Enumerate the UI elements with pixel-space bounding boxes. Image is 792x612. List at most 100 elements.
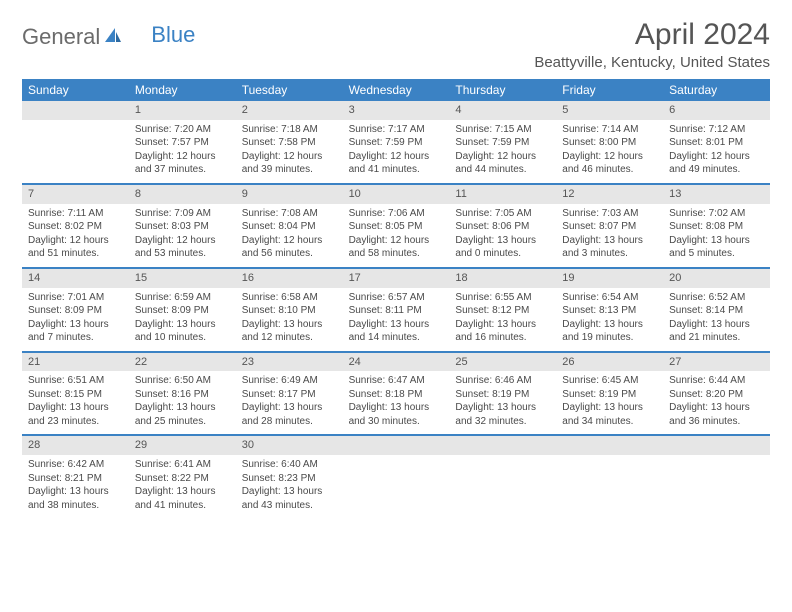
day-number: 19: [556, 269, 663, 288]
day-number: [556, 436, 663, 455]
day-number: 27: [663, 353, 770, 372]
daylight-text: Daylight: 12 hours and 41 minutes.: [349, 150, 444, 177]
cell-body: Sunrise: 7:18 AMSunset: 7:58 PMDaylight:…: [236, 120, 343, 183]
day-number: 18: [449, 269, 556, 288]
cell-body: Sunrise: 6:55 AMSunset: 8:12 PMDaylight:…: [449, 288, 556, 351]
calendar-cell: 12Sunrise: 7:03 AMSunset: 8:07 PMDayligh…: [556, 185, 663, 267]
cell-body: Sunrise: 6:54 AMSunset: 8:13 PMDaylight:…: [556, 288, 663, 351]
sunset-text: Sunset: 8:09 PM: [135, 304, 230, 318]
sunrise-text: Sunrise: 7:17 AM: [349, 123, 444, 137]
day-number: 22: [129, 353, 236, 372]
day-number: 17: [343, 269, 450, 288]
daylight-text: Daylight: 13 hours and 7 minutes.: [28, 318, 123, 345]
cell-body: Sunrise: 7:15 AMSunset: 7:59 PMDaylight:…: [449, 120, 556, 183]
sunrise-text: Sunrise: 7:09 AM: [135, 207, 230, 221]
cell-body: Sunrise: 7:06 AMSunset: 8:05 PMDaylight:…: [343, 204, 450, 267]
day-number: 7: [22, 185, 129, 204]
calendar-cell: [556, 436, 663, 518]
daylight-text: Daylight: 12 hours and 58 minutes.: [349, 234, 444, 261]
cell-body: Sunrise: 6:45 AMSunset: 8:19 PMDaylight:…: [556, 371, 663, 434]
sunrise-text: Sunrise: 7:01 AM: [28, 291, 123, 305]
cell-body: Sunrise: 7:17 AMSunset: 7:59 PMDaylight:…: [343, 120, 450, 183]
week-row: 14Sunrise: 7:01 AMSunset: 8:09 PMDayligh…: [22, 269, 770, 353]
sunset-text: Sunset: 7:59 PM: [455, 136, 550, 150]
cell-body: Sunrise: 6:41 AMSunset: 8:22 PMDaylight:…: [129, 455, 236, 518]
cell-body: Sunrise: 6:51 AMSunset: 8:15 PMDaylight:…: [22, 371, 129, 434]
day-number: 29: [129, 436, 236, 455]
day-number: 11: [449, 185, 556, 204]
sunset-text: Sunset: 8:19 PM: [562, 388, 657, 402]
daylight-text: Daylight: 13 hours and 16 minutes.: [455, 318, 550, 345]
cell-body: Sunrise: 6:44 AMSunset: 8:20 PMDaylight:…: [663, 371, 770, 434]
day-number: 23: [236, 353, 343, 372]
daylight-text: Daylight: 13 hours and 43 minutes.: [242, 485, 337, 512]
day-number: 12: [556, 185, 663, 204]
daylight-text: Daylight: 13 hours and 34 minutes.: [562, 401, 657, 428]
daylight-text: Daylight: 12 hours and 53 minutes.: [135, 234, 230, 261]
calendar-cell: 19Sunrise: 6:54 AMSunset: 8:13 PMDayligh…: [556, 269, 663, 351]
day-number: 6: [663, 101, 770, 120]
day-number: 4: [449, 101, 556, 120]
day-header: Saturday: [663, 79, 770, 101]
calendar-cell: 16Sunrise: 6:58 AMSunset: 8:10 PMDayligh…: [236, 269, 343, 351]
calendar-cell: 27Sunrise: 6:44 AMSunset: 8:20 PMDayligh…: [663, 353, 770, 435]
sunrise-text: Sunrise: 6:45 AM: [562, 374, 657, 388]
sunset-text: Sunset: 8:19 PM: [455, 388, 550, 402]
daylight-text: Daylight: 12 hours and 49 minutes.: [669, 150, 764, 177]
cell-body: Sunrise: 7:01 AMSunset: 8:09 PMDaylight:…: [22, 288, 129, 351]
day-number: 26: [556, 353, 663, 372]
sunrise-text: Sunrise: 7:14 AM: [562, 123, 657, 137]
cell-body: Sunrise: 6:49 AMSunset: 8:17 PMDaylight:…: [236, 371, 343, 434]
calendar-cell: 4Sunrise: 7:15 AMSunset: 7:59 PMDaylight…: [449, 101, 556, 183]
sunrise-text: Sunrise: 7:11 AM: [28, 207, 123, 221]
sunset-text: Sunset: 8:04 PM: [242, 220, 337, 234]
calendar-cell: 15Sunrise: 6:59 AMSunset: 8:09 PMDayligh…: [129, 269, 236, 351]
day-number: 25: [449, 353, 556, 372]
calendar-cell: [663, 436, 770, 518]
sunset-text: Sunset: 8:01 PM: [669, 136, 764, 150]
sunrise-text: Sunrise: 6:50 AM: [135, 374, 230, 388]
page-header: General Blue April 2024 Beattyville, Ken…: [22, 18, 770, 71]
sunrise-text: Sunrise: 7:03 AM: [562, 207, 657, 221]
sunrise-text: Sunrise: 6:52 AM: [669, 291, 764, 305]
calendar-cell: 22Sunrise: 6:50 AMSunset: 8:16 PMDayligh…: [129, 353, 236, 435]
day-header: Friday: [556, 79, 663, 101]
month-title: April 2024: [534, 18, 770, 52]
sunset-text: Sunset: 8:07 PM: [562, 220, 657, 234]
sunrise-text: Sunrise: 7:18 AM: [242, 123, 337, 137]
day-header: Tuesday: [236, 79, 343, 101]
cell-body: Sunrise: 6:40 AMSunset: 8:23 PMDaylight:…: [236, 455, 343, 518]
cell-body: Sunrise: 7:08 AMSunset: 8:04 PMDaylight:…: [236, 204, 343, 267]
day-number: 28: [22, 436, 129, 455]
cell-body: Sunrise: 7:11 AMSunset: 8:02 PMDaylight:…: [22, 204, 129, 267]
calendar-cell: 6 Sunrise: 7:12 AMSunset: 8:01 PMDaylight…: [663, 101, 770, 183]
sunset-text: Sunset: 8:16 PM: [135, 388, 230, 402]
calendar-cell: 24Sunrise: 6:47 AMSunset: 8:18 PMDayligh…: [343, 353, 450, 435]
cell-body: Sunrise: 7:02 AMSunset: 8:08 PMDaylight:…: [663, 204, 770, 267]
sunrise-text: Sunrise: 6:41 AM: [135, 458, 230, 472]
daylight-text: Daylight: 13 hours and 32 minutes.: [455, 401, 550, 428]
day-number: 15: [129, 269, 236, 288]
daylight-text: Daylight: 13 hours and 19 minutes.: [562, 318, 657, 345]
cell-body: Sunrise: 7:05 AMSunset: 8:06 PMDaylight:…: [449, 204, 556, 267]
sunrise-text: Sunrise: 7:12 AM: [669, 123, 764, 137]
calendar-cell: 3Sunrise: 7:17 AMSunset: 7:59 PMDaylight…: [343, 101, 450, 183]
sunset-text: Sunset: 8:03 PM: [135, 220, 230, 234]
sunrise-text: Sunrise: 7:20 AM: [135, 123, 230, 137]
daylight-text: Daylight: 12 hours and 37 minutes.: [135, 150, 230, 177]
cell-body: Sunrise: 7:03 AMSunset: 8:07 PMDaylight:…: [556, 204, 663, 267]
calendar: SundayMondayTuesdayWednesdayThursdayFrid…: [22, 79, 770, 518]
day-header: Thursday: [449, 79, 556, 101]
calendar-cell: 21Sunrise: 6:51 AMSunset: 8:15 PMDayligh…: [22, 353, 129, 435]
sunset-text: Sunset: 8:11 PM: [349, 304, 444, 318]
sunrise-text: Sunrise: 6:54 AM: [562, 291, 657, 305]
calendar-cell: 20Sunrise: 6:52 AMSunset: 8:14 PMDayligh…: [663, 269, 770, 351]
week-row: 28Sunrise: 6:42 AMSunset: 8:21 PMDayligh…: [22, 436, 770, 518]
cell-body: Sunrise: 6:46 AMSunset: 8:19 PMDaylight:…: [449, 371, 556, 434]
calendar-cell: 13Sunrise: 7:02 AMSunset: 8:08 PMDayligh…: [663, 185, 770, 267]
sunrise-text: Sunrise: 6:57 AM: [349, 291, 444, 305]
sunrise-text: Sunrise: 7:02 AM: [669, 207, 764, 221]
daylight-text: Daylight: 13 hours and 36 minutes.: [669, 401, 764, 428]
sunset-text: Sunset: 8:13 PM: [562, 304, 657, 318]
cell-body: Sunrise: 6:50 AMSunset: 8:16 PMDaylight:…: [129, 371, 236, 434]
